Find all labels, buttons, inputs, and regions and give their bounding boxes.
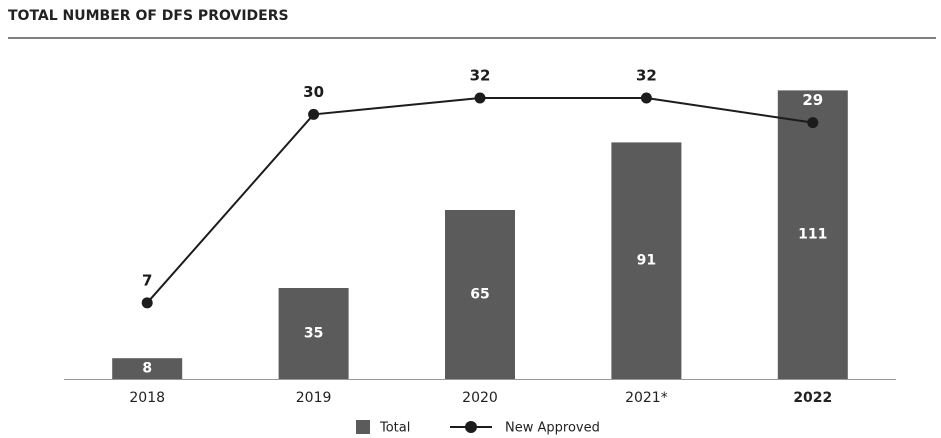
line-label: 30 <box>303 83 324 101</box>
bar-label: 65 <box>470 287 489 303</box>
bar-label: 91 <box>637 253 656 269</box>
line-label: 32 <box>636 67 657 85</box>
bar-label: 111 <box>798 227 827 243</box>
bar-label: 8 <box>142 361 152 377</box>
bar <box>278 288 349 379</box>
legend-marker <box>465 421 477 433</box>
x-tick-label: 2019 <box>296 390 332 406</box>
line-point <box>640 92 652 104</box>
legend-label: New Approved <box>505 421 600 436</box>
x-tick-label: 2022 <box>793 390 832 406</box>
bar <box>445 210 515 379</box>
line-label: 32 <box>470 67 491 85</box>
x-tick-label: 2020 <box>462 390 498 406</box>
bar-label: 35 <box>304 326 323 342</box>
line-label: 29 <box>802 91 823 109</box>
bar <box>112 358 183 379</box>
bar <box>611 142 682 379</box>
x-tick-label: 2018 <box>129 390 165 406</box>
line-point <box>474 92 486 104</box>
chart-title: TOTAL NUMBER OF DFS PROVIDERS <box>8 8 289 24</box>
line-point <box>308 108 320 120</box>
line-point <box>807 117 819 129</box>
bar <box>777 90 848 380</box>
legend-label: Total <box>379 421 410 436</box>
line-point <box>141 297 153 309</box>
line-label: 7 <box>142 271 152 289</box>
x-tick-label: 2021* <box>625 390 668 406</box>
legend-swatch <box>356 420 370 434</box>
